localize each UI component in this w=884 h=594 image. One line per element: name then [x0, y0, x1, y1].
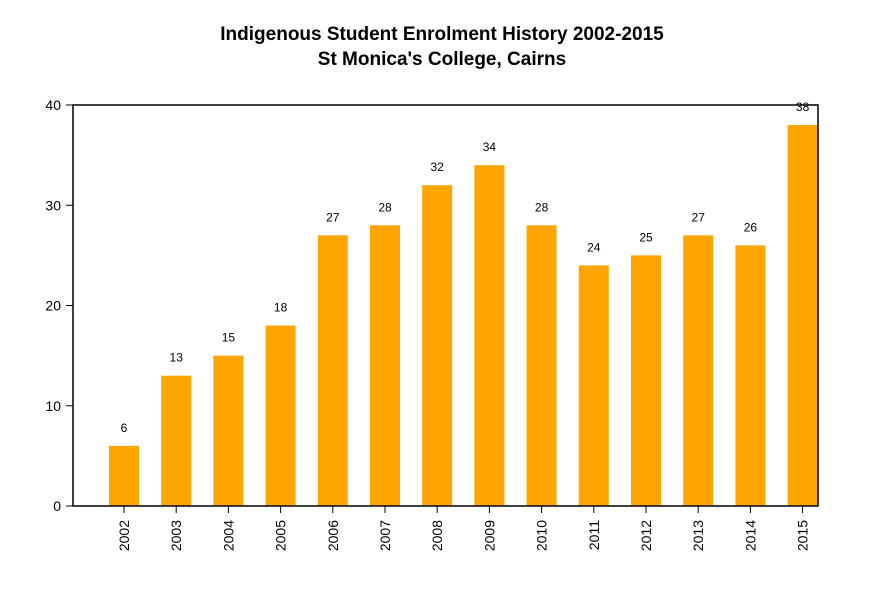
bar-2008	[422, 185, 453, 506]
y-tick-label: 30	[45, 197, 61, 213]
y-tick-label: 20	[45, 298, 61, 314]
bar-2013	[683, 235, 714, 506]
bar-2009	[474, 165, 505, 506]
x-tick-label-2010: 2010	[534, 520, 550, 551]
x-tick-label-2015: 2015	[795, 520, 811, 551]
chart-subtitle: St Monica's College, Cairns	[318, 49, 566, 70]
data-label-2011: 24	[587, 240, 601, 254]
data-label-2003: 13	[170, 351, 184, 365]
x-tick-label-2005: 2005	[273, 520, 289, 551]
y-axis: 0 10 20 30 40	[45, 97, 73, 514]
bar-2003	[161, 375, 192, 506]
data-label-2012: 25	[639, 230, 653, 244]
y-tick-label: 10	[45, 398, 61, 414]
x-axis: 2002 2003 2004 2005 2006 2007 2008 2009 2010 2011…	[116, 506, 811, 551]
x-tick-label-2006: 2006	[325, 520, 341, 551]
x-tick-label-2002: 2002	[116, 520, 132, 551]
data-label-2008: 32	[431, 160, 445, 174]
x-tick-label-2009: 2009	[481, 520, 497, 551]
data-label-2013: 27	[692, 210, 706, 224]
x-tick-label-2014: 2014	[742, 520, 758, 551]
data-label-2015: 38	[796, 100, 810, 114]
x-tick-label-2007: 2007	[377, 520, 393, 551]
bar-2012	[631, 255, 661, 506]
bar-2006	[317, 235, 348, 506]
plot-area-frame	[72, 104, 819, 507]
bar-2011	[578, 265, 609, 506]
x-tick-label-2013: 2013	[690, 520, 706, 551]
data-label-2007: 28	[378, 200, 392, 214]
bar-2014	[735, 245, 766, 506]
chart-title: Indigenous Student Enrolment History 200…	[220, 24, 664, 45]
x-tick-label-2012: 2012	[638, 520, 654, 551]
bar-2002	[109, 445, 139, 506]
y-tick-label: 0	[53, 498, 61, 514]
data-label-2010: 28	[535, 200, 549, 214]
bar-2015	[787, 125, 818, 507]
x-tick-label-2008: 2008	[429, 520, 445, 551]
data-label-2014: 26	[744, 220, 758, 234]
bar-2010	[526, 225, 557, 507]
bar-2007	[370, 225, 400, 507]
data-label-2009: 34	[483, 140, 497, 154]
data-label-2005: 18	[274, 301, 288, 315]
bar-2004	[213, 355, 244, 506]
data-label-2002: 6	[121, 421, 128, 435]
data-label-2004: 15	[222, 331, 236, 345]
bars-group	[109, 125, 818, 507]
data-label-2006: 27	[326, 210, 340, 224]
x-tick-label-2003: 2003	[168, 520, 184, 551]
y-tick-label: 40	[45, 97, 61, 113]
data-labels-group: 6 13 15 18 27 28 32 34 28 24 25 27 26 38	[121, 100, 810, 435]
bar-2005	[265, 325, 296, 506]
x-tick-label-2004: 2004	[220, 520, 236, 551]
x-tick-label-2011: 2011	[586, 520, 602, 550]
